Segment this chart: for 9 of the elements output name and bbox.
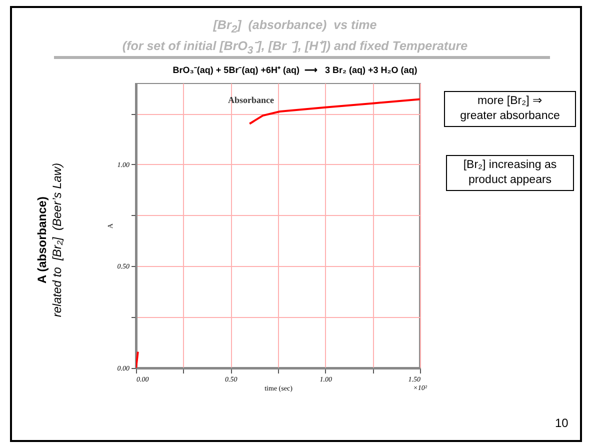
text: 10 xyxy=(555,416,568,430)
text: [Br₂] increasing as product appears xyxy=(446,155,574,191)
text: more [Br₂] ⇒ greater absorbance xyxy=(444,91,576,127)
chart-subtitle: (for set of initial [BrO$_{3}$⁻], [Br ⁻], [H⁺]) and fixed Temperature xyxy=(121,38,469,56)
chart-title: [Br$_{2}$] (absorbance) vs time xyxy=(212,18,378,36)
annotation: Absorbance xyxy=(228,95,274,105)
text: related to [Br₂] (Beer’s Law) xyxy=(50,162,65,320)
text: BrO₃⁻(aq) + 5Br⁻(aq) +6H⁺ (aq) ⟶ 3 Br₂ (aq) +3 H₂O (aq) xyxy=(172,64,418,76)
text: A (absorbance) xyxy=(35,196,50,286)
